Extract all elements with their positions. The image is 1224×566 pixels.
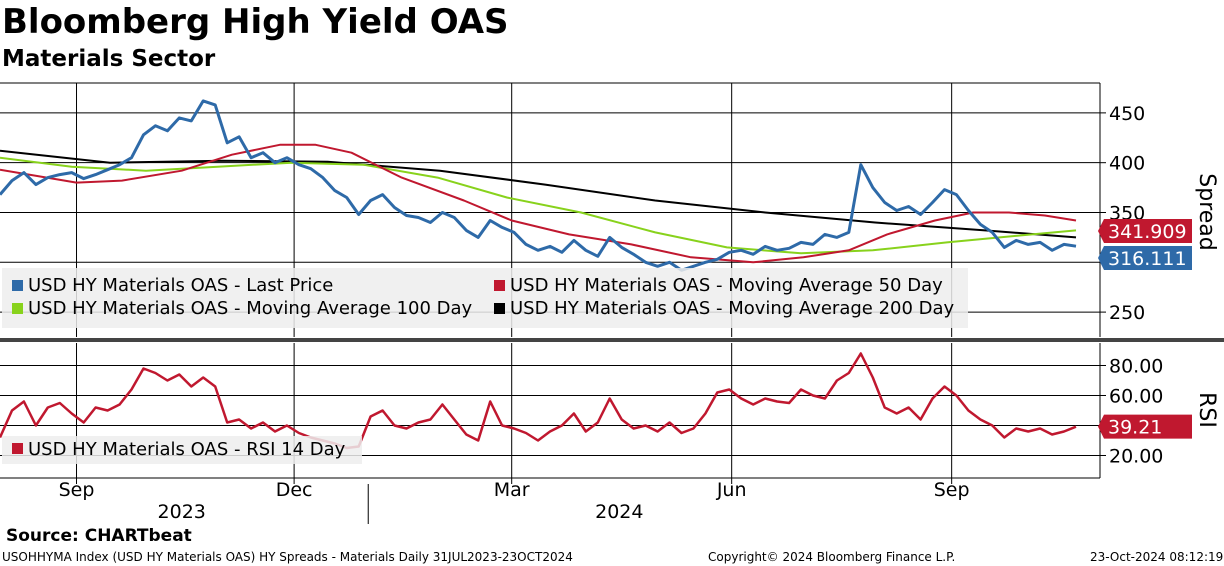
footer-index-info: USOHHYMA Index (USD HY Materials OAS) HY…	[2, 550, 573, 564]
last-value-ma50-text: 341.909	[1108, 221, 1187, 243]
chart-title: Bloomberg High Yield OAS	[2, 2, 509, 42]
legend-label-rsi: USD HY Materials OAS - RSI 14 Day	[28, 439, 346, 460]
legend-label-ma50: USD HY Materials OAS - Moving Average 50…	[510, 275, 943, 296]
legend-swatch-rsi	[12, 443, 23, 454]
footer-timestamp: 23-Oct-2024 08:12:19	[1090, 550, 1224, 564]
x-tick-label: Mar	[494, 479, 530, 501]
spread-y-tick-label: 400	[1109, 153, 1145, 175]
spread-legend-box	[2, 268, 968, 328]
legend-swatch-ma50	[494, 280, 505, 291]
series-line-ma200	[0, 149, 1077, 239]
legend-label-ma200: USD HY Materials OAS - Moving Average 20…	[510, 298, 955, 319]
footer-copyright: Copyright© 2024 Bloomberg Finance L.P.	[708, 550, 956, 564]
last-value-last_price-box	[1098, 246, 1192, 270]
x-year-label: 2024	[595, 501, 643, 523]
legend-swatch-last_price	[12, 280, 23, 291]
last-value-last_price-text: 316.111	[1108, 248, 1187, 270]
source-note: Source: CHARTbeat	[6, 526, 192, 546]
rsi-axis-title: RSI	[1194, 392, 1219, 428]
panel-divider	[0, 338, 1224, 342]
rsi-y-tick-label: 80.00	[1109, 356, 1163, 378]
x-tick-label: Sep	[59, 479, 95, 501]
series-line-rsi	[0, 352, 1077, 450]
last-value-rsi-text: 39.21	[1108, 417, 1162, 439]
legend-label-last_price: USD HY Materials OAS - Last Price	[28, 275, 333, 296]
rsi-y-tick-label: 60.00	[1109, 386, 1163, 408]
rsi-y-tick-label: 20.00	[1109, 446, 1163, 468]
x-tick-label: Sep	[934, 479, 970, 501]
rsi-legend-box	[2, 436, 362, 464]
spread-y-tick-label: 250	[1109, 302, 1145, 324]
x-year-label: 2023	[158, 501, 206, 523]
spread-axis-title: Spread	[1194, 173, 1219, 250]
legend-label-ma100: USD HY Materials OAS - Moving Average 10…	[28, 298, 473, 319]
series-line-ma50	[0, 143, 1077, 264]
last-value-ma50-box	[1098, 219, 1192, 243]
last-value-rsi-box	[1098, 414, 1192, 439]
series-line-last_price	[0, 99, 1077, 272]
legend-swatch-ma200	[494, 303, 505, 314]
x-tick-label: Jun	[716, 479, 747, 501]
chart-subtitle: Materials Sector	[2, 46, 216, 72]
spread-y-tick-label: 350	[1109, 202, 1145, 224]
x-tick-label: Dec	[276, 479, 313, 501]
legend-swatch-ma100	[12, 303, 23, 314]
series-line-ma100	[0, 156, 1077, 255]
spread-y-tick-label: 450	[1109, 103, 1145, 125]
